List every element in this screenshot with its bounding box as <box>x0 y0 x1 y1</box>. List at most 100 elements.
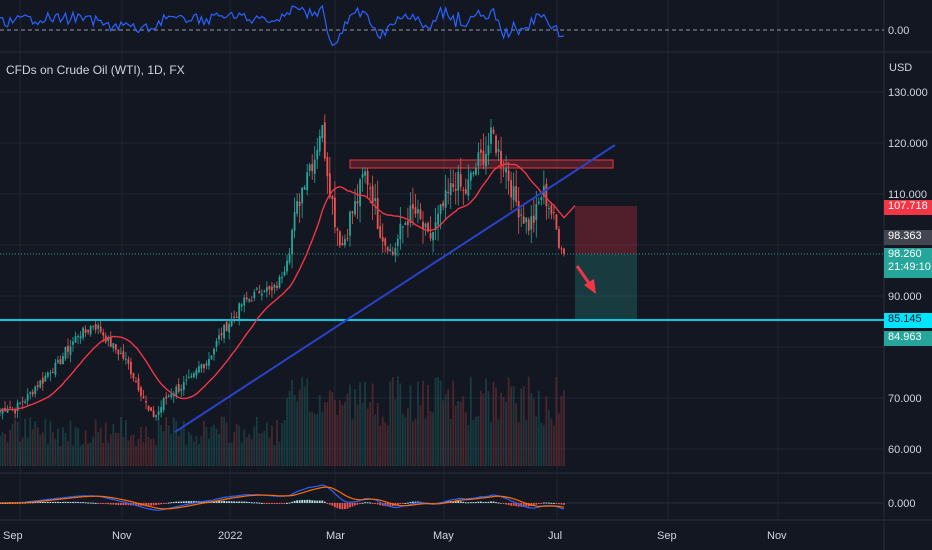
volume-bar <box>525 420 528 466</box>
candle-body <box>142 396 145 398</box>
volume-bar <box>34 421 37 466</box>
time-tick-label: 2022 <box>218 530 242 542</box>
stop-loss-zone[interactable] <box>575 206 637 254</box>
candle-body <box>281 276 283 279</box>
candle-body <box>162 398 165 411</box>
macd-histogram-bar <box>457 501 460 503</box>
volume-bar <box>306 378 309 466</box>
volume-bar <box>512 386 515 466</box>
volume-bar <box>401 413 404 466</box>
candle-body <box>510 180 513 198</box>
ascending-trendline[interactable] <box>174 144 616 433</box>
candle-body <box>530 216 533 230</box>
volume-bar <box>74 427 77 466</box>
volume-bar <box>97 432 100 466</box>
candle-body <box>132 373 135 379</box>
macd-histogram-bar <box>187 501 190 503</box>
candle-body <box>109 337 112 347</box>
candle-body <box>351 211 354 214</box>
macd-histogram-bar <box>550 502 553 504</box>
resistance-zone[interactable] <box>349 159 614 169</box>
volume-bar <box>283 420 286 466</box>
time-tick-label: Jul <box>548 530 562 542</box>
volume-bar <box>399 383 402 466</box>
macd-histogram-bar <box>271 503 273 504</box>
volume-bar <box>472 420 475 466</box>
volume-bar <box>62 427 64 466</box>
volume-bar <box>82 444 84 466</box>
macd-histogram-bar <box>354 503 356 506</box>
macd-histogram-bar <box>240 501 243 503</box>
symbol-title[interactable]: CFDs on Crude Oil (WTI), 1D, FX <box>6 63 185 77</box>
time-tick-label: May <box>433 530 454 542</box>
candle-body <box>333 197 336 228</box>
candle-body <box>213 348 215 355</box>
candle-body <box>240 304 243 307</box>
macd-histogram-bar <box>474 502 477 504</box>
candle-body <box>54 362 57 375</box>
macd-histogram-bar <box>313 500 316 503</box>
volume-bar <box>79 445 82 466</box>
candle-body <box>182 382 185 391</box>
candle-body <box>152 410 155 417</box>
macd-histogram-bar <box>414 501 417 503</box>
candle-body <box>399 223 402 240</box>
macd-histogram-bar <box>298 500 301 503</box>
macd-histogram-bar <box>477 501 480 503</box>
volume-bar <box>553 425 555 466</box>
volume-bar <box>288 390 291 466</box>
macd-histogram-bar <box>547 502 550 504</box>
volume-bar <box>542 424 545 466</box>
volume-bar <box>41 432 44 466</box>
candle-body <box>535 204 538 221</box>
volume-bar <box>291 379 293 466</box>
candle-body <box>215 340 218 347</box>
volume-bar <box>515 403 518 466</box>
macd-histogram-bar <box>263 503 266 504</box>
candle-body <box>477 152 480 166</box>
volume-bars <box>0 376 565 466</box>
candle-body <box>51 371 54 373</box>
volume-bar <box>537 391 540 466</box>
candle-body <box>323 122 326 159</box>
price-tick-label: 110.000 <box>888 189 927 201</box>
macd-histogram-bar <box>371 503 374 504</box>
volume-bar <box>296 401 299 466</box>
candle-body <box>89 326 92 335</box>
macd-histogram-bar <box>389 503 392 507</box>
volume-bar <box>311 412 314 466</box>
candle-body <box>135 380 137 382</box>
volume-bar <box>87 443 90 466</box>
candle-body <box>308 164 311 171</box>
candle-body <box>9 407 11 409</box>
volume-bar <box>250 439 253 466</box>
candle-body <box>520 214 523 216</box>
volume-bar <box>175 421 178 466</box>
volume-bar <box>29 417 32 466</box>
volume-bar <box>522 386 525 466</box>
candle-body <box>278 277 281 288</box>
price-axis[interactable]: 130.000 120.000 110.000 90.000 70.000 60… <box>888 25 928 510</box>
volume-bar <box>4 433 6 466</box>
candle-body <box>238 303 241 320</box>
take-profit-zone[interactable] <box>575 254 637 320</box>
candle-body <box>271 286 273 291</box>
macd-histogram-bar <box>46 501 49 503</box>
macd-histogram-bar <box>512 503 515 506</box>
volume-bar <box>39 434 42 466</box>
macd-histogram-bar <box>104 503 107 505</box>
candle-body <box>220 333 223 336</box>
candle-body <box>474 168 477 175</box>
macd-histogram-bar <box>472 502 475 504</box>
volume-bar <box>434 377 437 466</box>
oscillator-line <box>0 4 565 47</box>
volume-bar <box>152 438 155 466</box>
candle-body <box>0 410 1 413</box>
volume-bar <box>356 404 359 466</box>
volume-bar <box>437 376 440 466</box>
macd-histogram-bar <box>62 501 64 503</box>
volume-bar <box>230 442 233 466</box>
time-axis[interactable]: Sep Nov 2022 Mar May Jul Sep Nov <box>3 530 787 542</box>
candle-body <box>190 375 193 378</box>
